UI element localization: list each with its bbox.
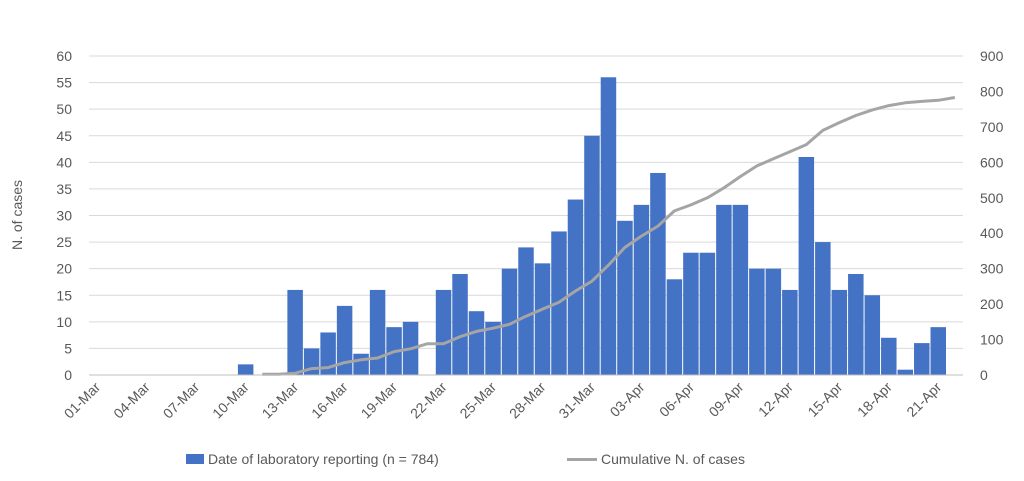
bar [831, 289, 848, 375]
x-tick-label: 19-Mar [358, 379, 401, 422]
bar [897, 369, 914, 375]
bar [914, 343, 930, 375]
x-tick-label: 12-Apr [755, 379, 796, 420]
bar [237, 364, 254, 375]
y2-tick-label: 200 [980, 296, 1004, 312]
x-tick-label: 10-Mar [209, 379, 252, 422]
y2-tick-label: 800 [980, 83, 1004, 99]
bar [633, 204, 650, 375]
y2-tick-label: 500 [980, 190, 1004, 206]
bar [567, 199, 584, 375]
y-tick-label: 10 [56, 314, 72, 330]
right-axis-ticks: 0 100 200 300 400 500 600 700 800 900 [980, 48, 1004, 383]
bar [600, 77, 617, 376]
bar [749, 268, 765, 375]
x-tick-label: 03-Apr [607, 379, 648, 420]
y-tick-label: 15 [56, 287, 72, 303]
y-tick-label: 35 [56, 181, 72, 197]
bar [683, 252, 699, 375]
bar [666, 279, 683, 375]
gridlines [89, 55, 963, 349]
x-tick-label: 25-Mar [456, 379, 499, 422]
bar [518, 247, 534, 375]
legend-line-label: Cumulative N. of cases [601, 451, 745, 467]
x-tick-label: 22-Mar [407, 379, 450, 422]
bar [353, 353, 369, 375]
legend-line: Cumulative N. of cases [567, 451, 745, 467]
x-tick-label: 13-Mar [259, 379, 302, 422]
x-tick-label: 07-Mar [160, 379, 203, 422]
x-tick-label: 28-Mar [506, 379, 549, 422]
bar [930, 327, 947, 375]
y-tick-label: 20 [56, 261, 72, 277]
bar [732, 204, 749, 375]
y2-tick-label: 100 [980, 332, 1004, 348]
bar [798, 157, 815, 375]
x-tick-label: 09-Apr [705, 379, 746, 420]
y2-tick-label: 900 [980, 48, 1004, 64]
x-tick-label: 16-Mar [308, 379, 351, 422]
x-tick-label: 18-Apr [854, 379, 895, 420]
bar [287, 289, 303, 375]
y-tick-label: 45 [56, 128, 72, 144]
x-tick-label: 06-Apr [656, 379, 697, 420]
y2-tick-label: 300 [980, 261, 1004, 277]
x-tick-label: 04-Mar [110, 379, 153, 422]
bar [534, 263, 551, 375]
left-axis-ticks: 0 5 10 15 20 25 30 35 40 45 50 55 60 [56, 48, 72, 383]
y-tick-label: 0 [64, 367, 72, 383]
y-tick-label: 40 [56, 154, 72, 170]
y2-tick-label: 600 [980, 154, 1004, 170]
legend-line-swatch [567, 457, 597, 461]
bar [584, 135, 600, 375]
x-tick-label: 31-Mar [555, 379, 598, 422]
bar [485, 321, 501, 375]
y-tick-label: 60 [56, 48, 72, 64]
x-tick-label: 01-Mar [61, 379, 104, 422]
bar [617, 220, 633, 375]
y-tick-label: 50 [56, 101, 72, 117]
bar [864, 295, 881, 375]
bar [881, 337, 897, 375]
cumulative-line-series [262, 96, 956, 376]
y-tick-label: 5 [64, 340, 72, 356]
bar [452, 273, 468, 375]
y-tick-label: 25 [56, 234, 72, 250]
bar [435, 289, 452, 375]
bar [765, 268, 782, 375]
bar [699, 252, 716, 375]
bar [501, 268, 518, 375]
bar [369, 289, 386, 375]
bar [716, 204, 732, 375]
bar [650, 172, 666, 375]
y2-tick-label: 0 [980, 367, 988, 383]
y-axis-label: N. of cases [9, 180, 25, 250]
y-tick-label: 30 [56, 208, 72, 224]
bar [320, 332, 336, 375]
bar [848, 273, 864, 375]
x-tick-label: 21-Apr [903, 379, 944, 420]
cumulative-line [262, 96, 956, 376]
y2-tick-label: 700 [980, 119, 1004, 135]
legend-bars: Date of laboratory reporting (n = 784) [186, 451, 439, 467]
y2-tick-label: 400 [980, 225, 1004, 241]
legend-bar-label: Date of laboratory reporting (n = 784) [208, 451, 439, 467]
x-axis-ticks: 01-Mar 04-Mar 07-Mar 10-Mar 13-Mar 16-Mar 19-M… [61, 379, 945, 422]
x-tick-label: 15-Apr [804, 379, 845, 420]
bar [815, 242, 831, 375]
bar [336, 305, 353, 375]
bar [782, 289, 798, 375]
bar-series [237, 77, 947, 376]
bar [468, 311, 485, 375]
y-tick-label: 55 [56, 75, 72, 91]
legend-bar-swatch [186, 454, 204, 464]
